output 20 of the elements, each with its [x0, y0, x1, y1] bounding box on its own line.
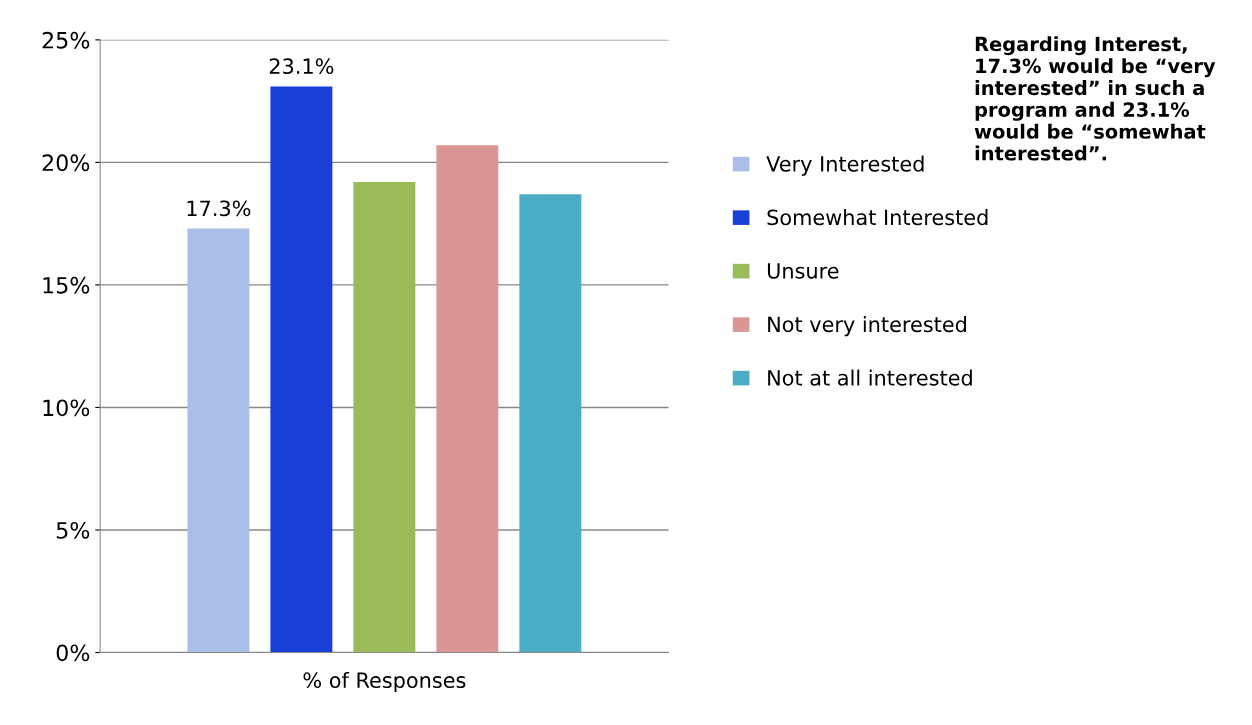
y-tick-label: 15% — [43, 276, 90, 294]
legend-label: Not at all interested — [768, 369, 972, 386]
y-tick-label: 10% — [43, 399, 90, 417]
legend-label: Not very interested — [768, 316, 966, 337]
x-tick-label: % of Responses — [303, 671, 466, 693]
legend-label: Very Interested — [766, 155, 924, 176]
y-tick-label: 5% — [56, 521, 90, 539]
y-tick-label: 20% — [42, 154, 90, 172]
legend-label: Unsure — [767, 263, 839, 279]
y-tick-label: 0% — [56, 644, 90, 662]
data-label: 23.1% — [269, 58, 334, 75]
bar — [519, 194, 582, 653]
text: Regarding Interest, 17.3% would be “very interested” in such a program and 23.1% would be “somewhat interested”. — [974, 36, 1216, 161]
legend-label: Somewhat Interested — [767, 209, 988, 226]
bar — [353, 182, 416, 653]
y-tick-label: 25% — [42, 31, 90, 49]
bar — [270, 86, 333, 653]
bar — [436, 145, 499, 653]
bar — [187, 228, 250, 653]
data-label: 17.3% — [187, 200, 251, 217]
